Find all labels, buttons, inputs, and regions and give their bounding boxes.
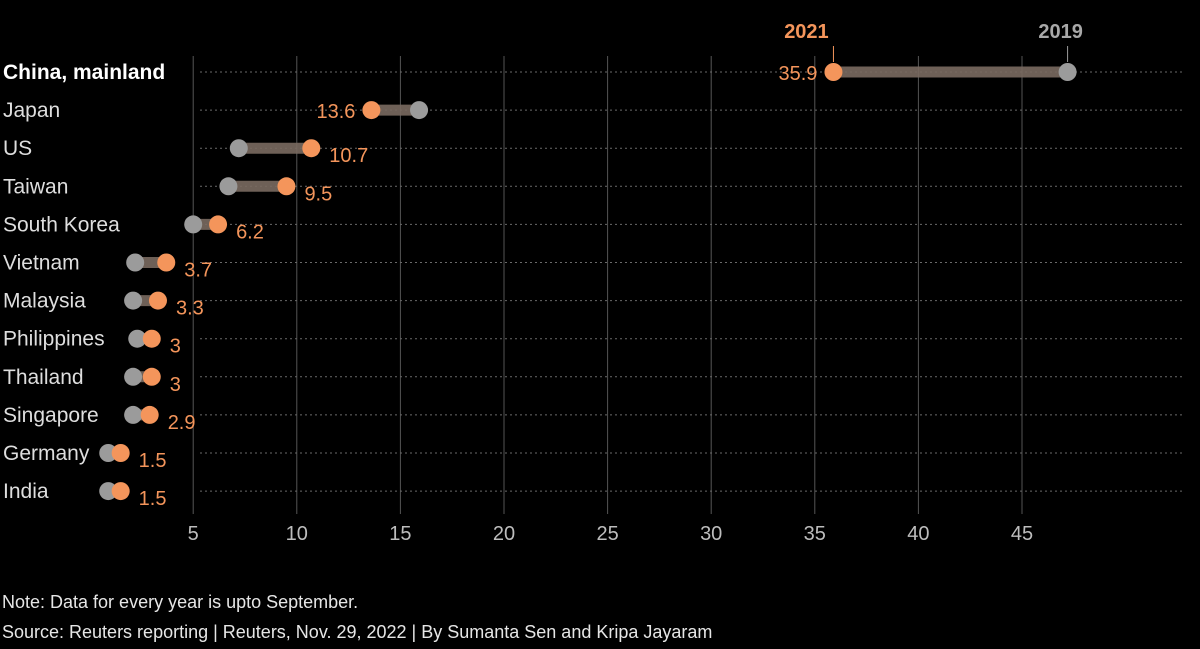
value-label-2021: 3.7 (184, 260, 212, 282)
x-tick-label: 5 (188, 523, 199, 545)
point-2019 (124, 291, 143, 310)
point-2019 (1058, 63, 1077, 81)
x-tick-label: 10 (286, 523, 308, 545)
x-tick-label: 25 (596, 523, 618, 545)
x-tick-label: 20 (493, 523, 515, 545)
point-2021 (824, 63, 843, 81)
category-label: Singapore (3, 404, 99, 427)
point-2019 (128, 329, 147, 348)
chart-source: Source: Reuters reporting | Reuters, Nov… (2, 622, 713, 642)
category-label: Philippines (3, 328, 105, 351)
value-label-2021: 10.7 (329, 145, 368, 167)
category-label: Taiwan (3, 175, 68, 198)
point-2021 (209, 215, 228, 234)
category-label: Malaysia (3, 290, 86, 313)
point-2019 (410, 101, 429, 120)
x-tick-label: 15 (389, 523, 411, 545)
point-2019 (99, 444, 118, 462)
value-label-2021: 9.5 (304, 183, 332, 205)
category-label: India (3, 480, 49, 503)
point-2021 (362, 101, 381, 120)
point-2021 (111, 444, 130, 462)
category-label: Vietnam (3, 252, 80, 275)
dumbbell-chart: 5 10 15 20 25 30 35 40 45 China, mainland 35.9 Japa… (3, 21, 1185, 545)
value-label-2021: 3 (170, 374, 181, 396)
value-label-2021: 2.9 (168, 412, 196, 434)
category-label: South Korea (3, 213, 120, 236)
point-2021 (277, 177, 296, 196)
point-2019 (229, 139, 248, 158)
x-tick-label: 45 (1011, 523, 1033, 545)
x-tick-label: 30 (700, 523, 722, 545)
category-label: US (3, 137, 32, 160)
x-tick-label: 35 (804, 523, 826, 545)
category-label: Thailand (3, 366, 84, 389)
category-label: Germany (3, 442, 90, 465)
chart-note: Note: Data for every year is upto Septem… (2, 592, 359, 612)
point-2019 (184, 215, 203, 234)
point-2019 (219, 177, 238, 196)
point-2021 (148, 291, 167, 310)
point-2019 (99, 482, 118, 501)
value-label-2021: 1.5 (139, 488, 167, 510)
category-label: Japan (3, 99, 60, 122)
point-2021 (157, 253, 176, 272)
value-label-2021: 3.3 (176, 298, 204, 320)
point-2019 (126, 253, 145, 272)
point-2019 (124, 367, 143, 386)
value-label-2021: 6.2 (236, 221, 264, 243)
point-2021 (302, 139, 321, 158)
value-label-2021: 1.5 (139, 450, 167, 472)
value-label-2021: 35.9 (779, 63, 818, 85)
category-label: China, mainland (3, 61, 165, 84)
point-2021 (111, 482, 130, 501)
series-label-2021: 2021 (784, 21, 829, 43)
point-2021 (142, 329, 161, 348)
value-label-2021: 13.6 (316, 101, 355, 123)
value-label-2021: 3 (170, 336, 181, 358)
point-2021 (142, 367, 161, 386)
point-2019 (124, 405, 143, 424)
series-label-2019: 2019 (1038, 21, 1083, 43)
x-tick-label: 40 (907, 523, 929, 545)
point-2021 (140, 405, 159, 424)
